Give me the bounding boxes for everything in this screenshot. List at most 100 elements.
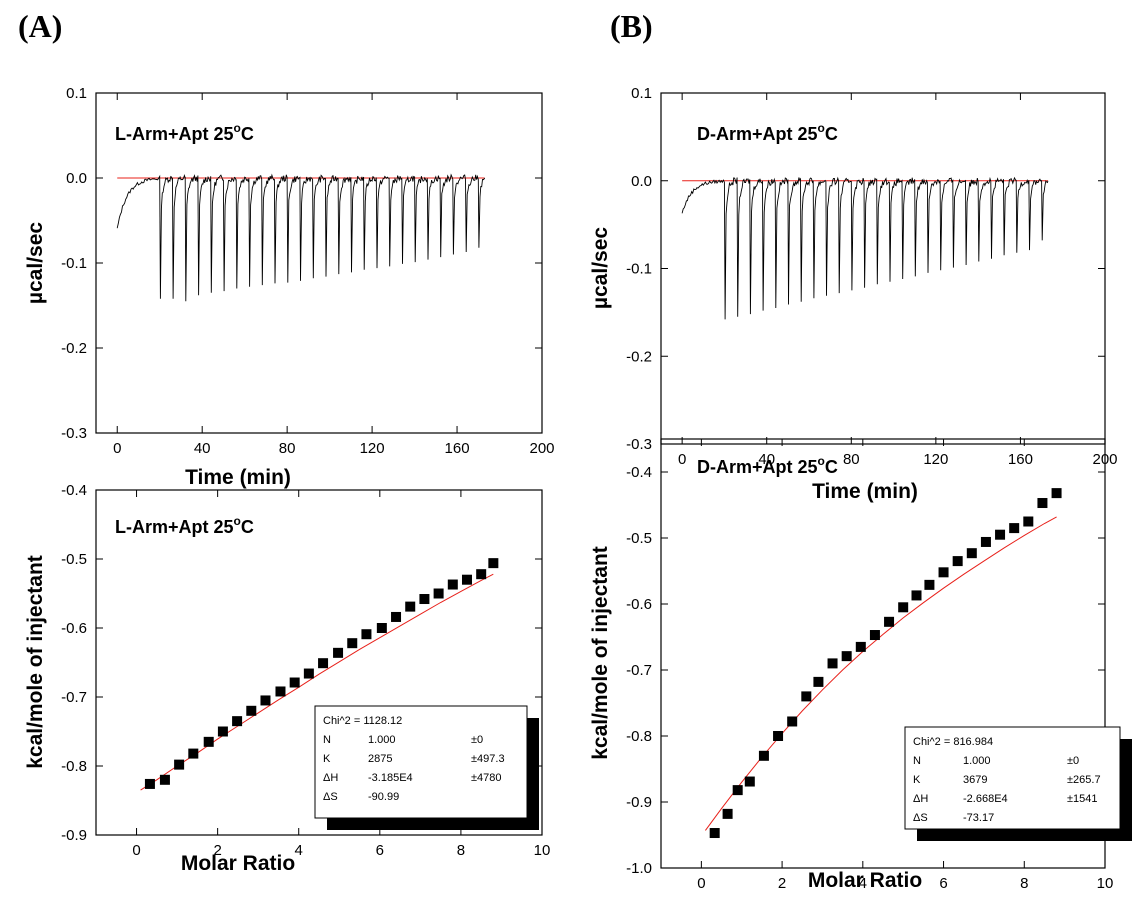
annotation-degree: o — [818, 454, 825, 468]
stats-table-box — [314, 705, 528, 819]
stats-table: Chi^2 = 816.984 N 1.000 ±0 K 3679 ±265.7 ΔH -2.6… — [904, 726, 1132, 841]
y-tick-label: -0.5 — [61, 551, 87, 568]
x-tick-label: 10 — [1097, 875, 1114, 892]
data-point — [924, 579, 935, 590]
stats-label: ΔS — [913, 812, 928, 824]
chart-B-bottom: 0 2 4 6 8 10 -1.0 -0.9 -0.8 -0.7 -0.6 -0.5 -0.4 Molar… — [589, 438, 1132, 892]
data-point — [722, 808, 733, 819]
x-tick-label: 200 — [529, 440, 554, 457]
x-tick-label: 10 — [534, 842, 551, 859]
y-tick-label: -0.5 — [626, 530, 652, 547]
y-tick-label: -0.8 — [626, 728, 652, 745]
data-point — [744, 776, 755, 787]
data-point — [318, 658, 329, 669]
stats-label: ΔS — [323, 791, 338, 803]
data-point — [246, 705, 257, 716]
y-tick-label: 0.0 — [631, 173, 652, 190]
data-point — [827, 658, 838, 669]
x-tick-label: 4 — [859, 875, 867, 892]
y-tick-label: -0.4 — [626, 464, 652, 481]
plot-frame — [95, 489, 543, 836]
x-axis-title: Time (min) — [812, 480, 918, 503]
data-point — [938, 567, 949, 578]
stats-error: ±1541 — [1067, 793, 1098, 805]
annotation-main: D-Arm+Apt 25 — [697, 457, 818, 477]
y-axis-title: µcal/sec — [589, 227, 612, 309]
y-tick-label: -0.1 — [626, 261, 652, 278]
data-point — [813, 676, 824, 687]
thermogram-trace — [116, 173, 486, 302]
sample-annotation: L-Arm+Apt 25oC — [115, 121, 254, 144]
data-point — [174, 759, 185, 770]
x-tick-label: 8 — [457, 842, 465, 859]
data-point — [476, 569, 487, 580]
x-tick-label: 40 — [194, 440, 211, 457]
data-point — [419, 594, 430, 605]
annotation-unit: C — [825, 457, 838, 477]
data-point — [159, 774, 170, 785]
sample-annotation: L-Arm+Apt 25oC — [115, 514, 254, 537]
y-tick-label: 0.1 — [66, 85, 87, 102]
y-tick-label: -0.7 — [61, 689, 87, 706]
panel-a-label: (A) — [18, 8, 63, 44]
y-tick-label: -0.6 — [61, 620, 87, 637]
data-point — [232, 716, 243, 727]
x-tick-label: 4 — [295, 842, 303, 859]
data-point — [461, 574, 472, 585]
y-tick-label: -0.2 — [61, 340, 87, 357]
x-tick-label: 80 — [279, 440, 296, 457]
x-tick-label: 120 — [923, 451, 948, 468]
data-point — [980, 536, 991, 547]
data-point — [855, 641, 866, 652]
stats-error: ±4780 — [471, 772, 502, 784]
annotation-main: D-Arm+Apt 25 — [697, 124, 818, 144]
y-axis-title: µcal/sec — [24, 222, 47, 304]
y-tick-label: -0.6 — [626, 596, 652, 613]
sample-annotation: D-Arm+Apt 25oC — [697, 121, 838, 144]
annotation-main: L-Arm+Apt 25 — [115, 517, 234, 537]
data-point — [275, 686, 286, 697]
data-point — [203, 736, 214, 747]
data-point — [488, 558, 499, 569]
y-tick-label: -0.2 — [626, 348, 652, 365]
panel-b-label: (B) — [610, 8, 653, 44]
data-point — [361, 629, 372, 640]
stats-error: ±265.7 — [1067, 774, 1101, 786]
data-point — [1023, 516, 1034, 527]
stats-error: ±0 — [1067, 755, 1079, 767]
x-tick-label: 2 — [778, 875, 786, 892]
data-point — [217, 726, 228, 737]
y-tick-label: -0.9 — [626, 794, 652, 811]
annotation-degree: o — [234, 514, 241, 528]
x-tick-label: 160 — [1008, 451, 1033, 468]
y-tick-label: -0.3 — [626, 436, 652, 453]
x-axis-title: Molar Ratio — [181, 852, 295, 875]
y-tick-label: -0.8 — [61, 758, 87, 775]
chart-A-top: 0 40 80 120 160 200 -0.3 -0.2 -0.1 0.0 0.1 Time (mi… — [24, 85, 555, 489]
y-tick-label: 0.1 — [631, 85, 652, 102]
data-point — [884, 616, 895, 627]
stats-error: ±0 — [471, 734, 483, 746]
data-point — [447, 579, 458, 590]
stats-label: K — [913, 774, 921, 786]
chart-A-bottom: 0 2 4 6 8 10 -0.9 -0.8 -0.7 -0.6 -0.5 -0.4 Molar Rat… — [24, 482, 550, 875]
plot-frame — [660, 438, 1106, 869]
x-tick-label: 0 — [132, 842, 140, 859]
plot-frame — [660, 92, 1106, 445]
y-tick-label: -1.0 — [626, 860, 652, 877]
y-axis-title: kcal/mole of injectant — [24, 555, 47, 769]
y-tick-label: -0.1 — [61, 255, 87, 272]
data-point — [303, 668, 314, 679]
x-tick-label: 6 — [376, 842, 384, 859]
data-point — [333, 647, 344, 658]
data-point — [260, 695, 271, 706]
stats-value: 1.000 — [368, 734, 396, 746]
annotation-degree: o — [234, 121, 241, 135]
data-point — [732, 785, 743, 796]
stats-label: N — [913, 755, 921, 767]
x-tick-label: 8 — [1020, 875, 1028, 892]
data-point — [869, 630, 880, 641]
thermogram-trace — [681, 176, 1049, 320]
data-point — [952, 556, 963, 567]
stats-label: Chi^2 = 1128.12 — [323, 715, 402, 727]
